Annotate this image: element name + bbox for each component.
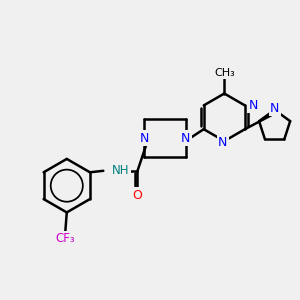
- Text: N: N: [248, 99, 258, 112]
- Text: O: O: [133, 189, 142, 202]
- Text: CH₃: CH₃: [214, 68, 235, 78]
- Text: N: N: [218, 136, 227, 149]
- Text: N: N: [181, 132, 190, 145]
- Text: CF₃: CF₃: [56, 232, 75, 245]
- Text: N: N: [270, 102, 279, 115]
- Text: NH: NH: [112, 164, 130, 177]
- Text: N: N: [140, 132, 149, 145]
